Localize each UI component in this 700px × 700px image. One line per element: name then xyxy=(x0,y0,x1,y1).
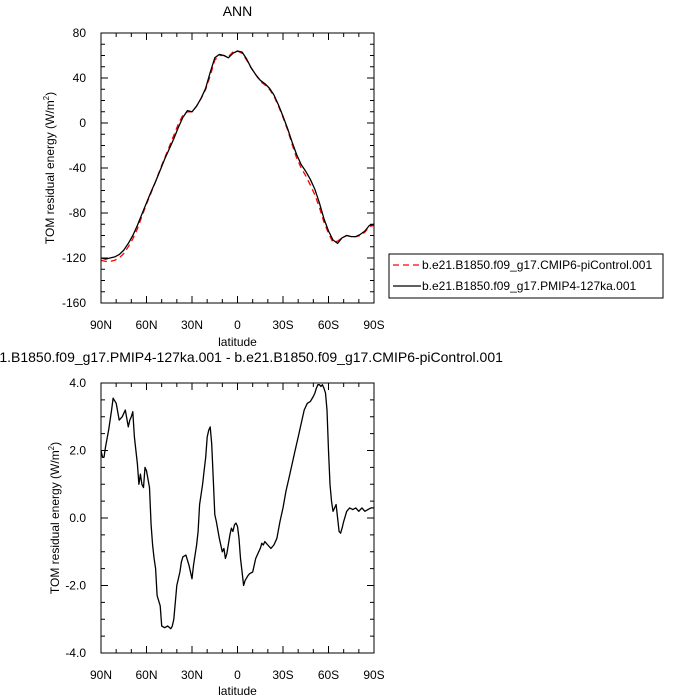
x-tick-label: 90N xyxy=(90,668,112,682)
y-tick-label: -120 xyxy=(62,251,86,265)
y-tick-label: -80 xyxy=(69,206,87,220)
plot-frame xyxy=(100,32,375,304)
y-tick-label: 4.0 xyxy=(69,376,86,390)
y-axis-label: TOM residual energy (W/m2) xyxy=(42,92,57,244)
series-line-0-0 xyxy=(101,50,374,263)
y-tick-label: 0.0 xyxy=(69,511,86,525)
x-tick-label: 60N xyxy=(135,318,157,332)
series-line-1-0 xyxy=(101,384,374,630)
y-tick-label: -40 xyxy=(69,161,87,175)
x-tick-label: 30S xyxy=(272,668,293,682)
x-tick-label: 60S xyxy=(318,668,339,682)
y-tick-label: -2.0 xyxy=(65,579,86,593)
chart-title: ANN xyxy=(223,3,253,19)
legend-box xyxy=(388,253,664,299)
x-tick-label: 0 xyxy=(234,668,241,682)
x-tick-label: 90N xyxy=(90,318,112,332)
series-line-0-1 xyxy=(101,50,374,260)
x-tick-label: 90S xyxy=(363,668,384,682)
x-tick-label: 60S xyxy=(318,318,339,332)
x-axis-label: latitude xyxy=(218,684,257,698)
x-tick-label: 30N xyxy=(181,668,203,682)
top-chart-panel: 90N 60N 30N 0 30S 60S 90S 80 40 0 -40 -80 -120 -160 AN… xyxy=(42,3,664,349)
x-axis-label: latitude xyxy=(218,335,257,349)
legend: b.e21.B1850.f09_g17.CMIP6-piControl.001b… xyxy=(388,253,664,299)
legend-label-0: b.e21.B1850.f09_g17.CMIP6-piControl.001 xyxy=(422,258,652,272)
y-tick-label: 0 xyxy=(79,116,86,130)
y-axis-label: TOM residual energy (W/m2) xyxy=(47,442,62,594)
bottom-chart-panel: 90N 60N 30N 0 30S 60S 90S 4.0 2.0 0.0 -2.0 -4.0 b.e2… xyxy=(0,349,503,698)
y-tick-label: 2.0 xyxy=(69,444,86,458)
y-tick-label: 80 xyxy=(73,26,87,40)
y-tick-label: -4.0 xyxy=(65,646,86,660)
x-tick-label: 30N xyxy=(181,318,203,332)
x-tick-label: 90S xyxy=(363,318,384,332)
y-tick-label: 40 xyxy=(73,71,87,85)
legend-label-1: b.e21.B1850.f09_g17.PMIP4-127ka.001 xyxy=(422,279,636,293)
plot-frame xyxy=(100,382,375,654)
x-tick-label: 60N xyxy=(135,668,157,682)
chart-title: b.e21.B1850.f09_g17.PMIP4-127ka.001 - b.… xyxy=(0,349,503,365)
y-tick-label: -160 xyxy=(62,296,86,310)
x-tick-label: 30S xyxy=(272,318,293,332)
x-tick-label: 0 xyxy=(234,318,241,332)
